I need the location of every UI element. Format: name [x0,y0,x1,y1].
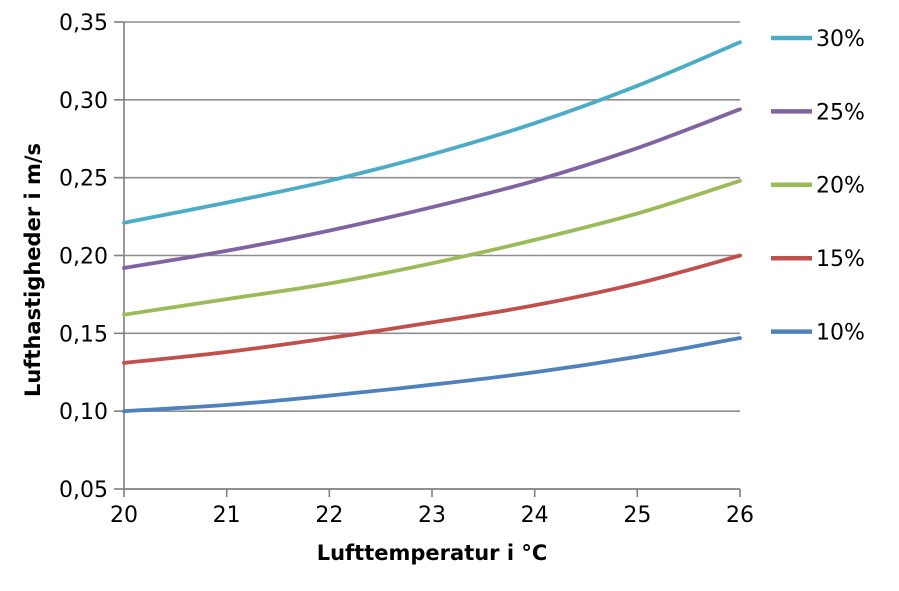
series-line-25% [122,107,742,270]
legend-label-20%: 20% [816,174,865,199]
series-lines [122,40,742,414]
x-axis-title: Lufttemperatur i °C [317,541,548,565]
gridlines [124,21,740,490]
x-tick-label: 23 [418,503,446,528]
legend-label-10%: 10% [816,321,865,346]
y-tick-label: 0,30 [59,89,108,114]
series-line-20% [122,178,742,317]
series-line-30% [122,40,742,225]
y-tick-label: 0,10 [59,400,108,425]
y-tick-label: 0,25 [59,167,108,192]
y-tick-label: 0,35 [59,11,108,36]
x-tick-label: 24 [521,503,549,528]
legend-label-30%: 30% [816,27,865,52]
legend-label-15%: 15% [816,247,865,272]
y-axis-title: Lufthastigheder i m/s [21,143,45,397]
x-tick-label: 20 [110,503,138,528]
y-tick-label: 0,15 [59,322,108,347]
x-tick-label: 22 [315,503,343,528]
series-line-10% [122,336,742,414]
series-line-15% [122,253,742,365]
y-tick-label: 0,05 [59,478,108,503]
x-tick-label: 26 [726,503,754,528]
y-tick-label: 0,20 [59,244,108,269]
x-tick-label: 25 [623,503,651,528]
x-tick-label: 21 [213,503,241,528]
legend: 30% 25% 20% 15% 10% [771,27,865,346]
axes [114,21,741,497]
legend-label-25%: 25% [816,100,865,125]
